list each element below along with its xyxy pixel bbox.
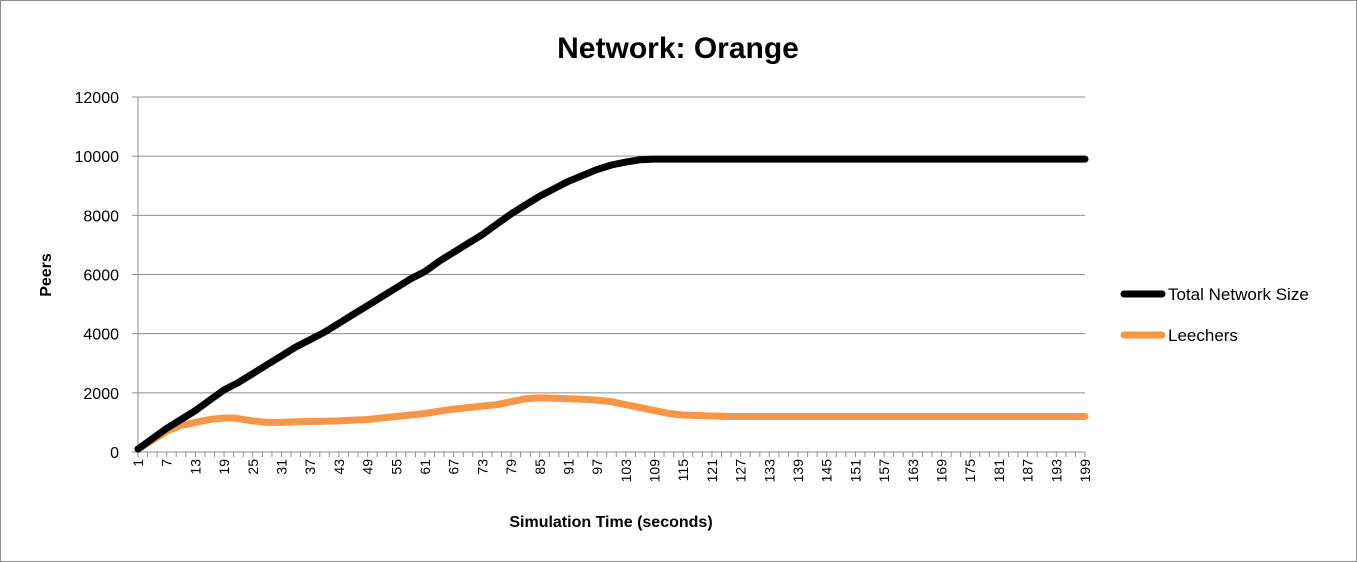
- y-tick-label: 8000: [83, 208, 119, 225]
- x-tick-label: 37: [302, 459, 318, 475]
- x-tick-label: 49: [360, 459, 376, 475]
- y-tick-label: 12000: [75, 90, 120, 107]
- chart-title: Network: Orange: [557, 32, 799, 65]
- x-axis-title: Simulation Time (seconds): [509, 514, 712, 531]
- x-tick-label: 85: [532, 459, 548, 475]
- x-tick-label: 7: [159, 459, 175, 467]
- y-axis-ticks: 0 2000 4000 6000 8000 10000 12000: [75, 90, 138, 462]
- series-line-total-network-size: [134, 155, 1089, 453]
- x-tick-label: 43: [331, 459, 347, 475]
- y-tick-label: 6000: [83, 268, 119, 285]
- x-tick-label: 97: [589, 459, 605, 475]
- x-axis-ticks: 1 7 13 19 25 31 37 43 49 55 61 67 73 79 85 91 97 103 109 11…: [130, 452, 1093, 482]
- legend-label: Total Network Size: [1168, 285, 1309, 304]
- y-tick-label: 4000: [83, 327, 119, 344]
- legend-label: Leechers: [1168, 326, 1238, 345]
- x-tick-label: 163: [905, 459, 921, 483]
- x-tick-label: 145: [819, 459, 835, 483]
- x-tick-label: 25: [245, 459, 261, 475]
- y-tick-label: 10000: [75, 149, 120, 166]
- x-tick-label: 109: [647, 459, 663, 483]
- x-tick-label: 31: [273, 459, 289, 475]
- x-tick-label: 61: [417, 459, 433, 475]
- x-tick-label: 19: [216, 459, 232, 475]
- x-tick-label: 187: [1020, 459, 1036, 483]
- x-tick-label: 157: [876, 459, 892, 483]
- x-tick-label: 13: [187, 459, 203, 475]
- x-tick-label: 175: [962, 459, 978, 483]
- x-tick-label: 139: [790, 459, 806, 483]
- x-tick-label: 133: [761, 459, 777, 483]
- x-tick-label: 127: [733, 459, 749, 483]
- series-lines: [134, 155, 1089, 453]
- series-line-leechers: [134, 394, 1089, 453]
- x-tick-label: 193: [1048, 459, 1064, 483]
- y-axis-title: Peers: [38, 253, 55, 297]
- x-tick-label: 115: [675, 459, 691, 482]
- y-tick-label: 0: [110, 445, 119, 462]
- x-tick-label: 103: [618, 459, 634, 483]
- x-tick-label: 1: [130, 459, 146, 467]
- x-tick-label: 91: [560, 459, 576, 475]
- x-tick-label: 181: [991, 459, 1007, 483]
- legend: Total Network Size Leechers: [1120, 285, 1309, 345]
- x-tick-label: 121: [704, 459, 720, 483]
- x-tick-label: 151: [847, 459, 863, 483]
- x-tick-label: 199: [1077, 459, 1093, 483]
- x-tick-label: 169: [934, 459, 950, 483]
- x-tick-label: 67: [446, 459, 462, 475]
- x-tick-label: 73: [474, 459, 490, 475]
- x-tick-label: 55: [388, 459, 404, 475]
- x-tick-label: 79: [503, 459, 519, 475]
- y-tick-label: 2000: [83, 386, 119, 403]
